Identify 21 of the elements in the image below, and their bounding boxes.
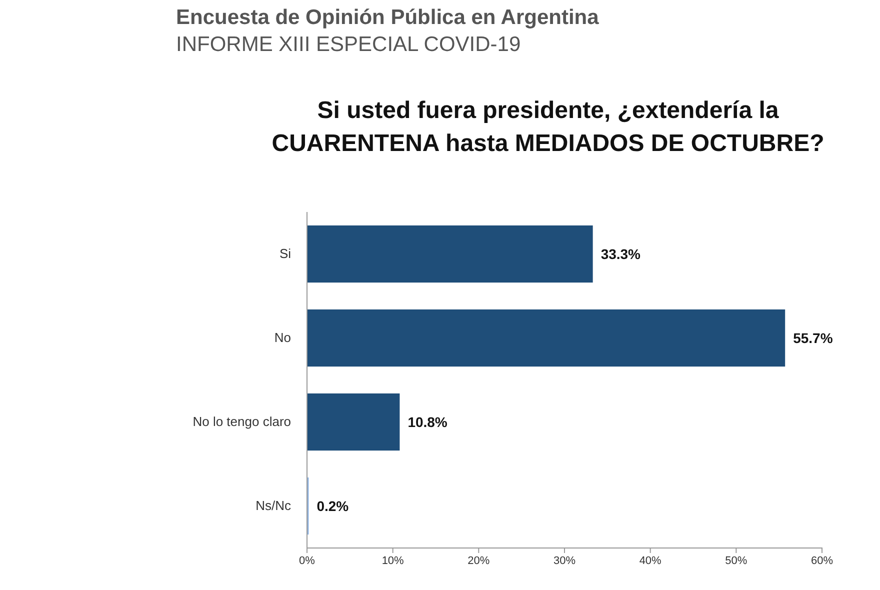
bar bbox=[307, 393, 400, 451]
y-tick-label: No lo tengo claro bbox=[192, 414, 291, 430]
text: Encuesta de Opinión Pública en Argentina bbox=[176, 6, 600, 29]
chart-title: Si usted fuera presidente, ¿extendería la CUARENTENA hasta MEDIADOS DE OCTUBRE? bbox=[272, 97, 824, 157]
data-label: 55.7% bbox=[793, 330, 834, 346]
data-label: 0.2% bbox=[316, 498, 350, 514]
x-tick-label: 50% bbox=[725, 554, 748, 567]
x-tick-label: 10% bbox=[382, 554, 404, 567]
bar bbox=[307, 225, 593, 283]
x-tick-label: 30% bbox=[553, 554, 576, 567]
x-tick-label: 60% bbox=[810, 554, 834, 567]
text: INFORME XIII ESPECIAL COVID-19 bbox=[176, 33, 521, 56]
y-tick-label: No bbox=[274, 330, 291, 346]
y-tick-label: Si bbox=[279, 246, 292, 262]
x-tick-label: 0% bbox=[299, 554, 316, 567]
bar bbox=[307, 309, 786, 367]
x-tick-label: 40% bbox=[639, 554, 662, 567]
y-tick-label: Ns/Nc bbox=[256, 498, 292, 514]
x-tick-label: 20% bbox=[468, 554, 490, 567]
data-label: 10.8% bbox=[408, 414, 448, 430]
data-label: 33.3% bbox=[600, 246, 642, 262]
